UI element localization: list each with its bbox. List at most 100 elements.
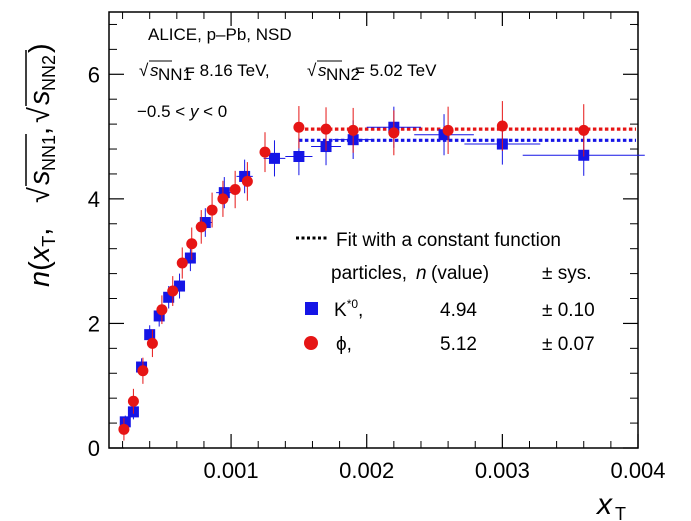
svg-text:√: √: [307, 61, 317, 80]
svg-text:n(xT,: n(xT,: [24, 228, 59, 287]
legend-kstar-value: 4.94: [440, 300, 477, 321]
marker-kstar: [218, 187, 230, 199]
data-point-phi: [229, 170, 241, 209]
marker-kstar: [239, 170, 251, 182]
data-point-kstar: [174, 273, 186, 299]
legend-phi-label: ϕ,: [336, 334, 352, 355]
svg-text:NN1: NN1: [39, 135, 59, 171]
data-point-phi: [217, 180, 229, 217]
legend-kstar-sys: ± 0.10: [542, 300, 595, 321]
marker-phi: [442, 124, 454, 136]
marker-phi: [127, 395, 139, 407]
marker-kstar: [119, 416, 131, 428]
legend-phi-value: 5.12: [440, 334, 477, 355]
legend: Fit with a constant function particles, …: [296, 230, 595, 355]
marker-kstar: [174, 280, 186, 292]
svg-text:√: √: [139, 61, 149, 80]
y-tick-label: 0: [88, 436, 100, 461]
data-point-phi: [347, 107, 359, 153]
marker-phi: [137, 365, 149, 377]
data-point-phi: [118, 418, 130, 441]
data-point-phi: [176, 247, 188, 279]
marker-phi: [167, 285, 179, 297]
legend-fit-label: Fit with a constant function: [336, 230, 561, 251]
data-point-kstar: [236, 159, 253, 194]
data-point-phi: [146, 329, 158, 358]
x-tick-label: 0.004: [610, 458, 665, 483]
svg-text:): ): [24, 43, 56, 53]
marker-phi: [195, 221, 207, 233]
legend-header-value: (value): [431, 263, 489, 284]
data-point-phi: [442, 106, 454, 155]
data-point-phi: [259, 132, 271, 173]
data-point-phi: [578, 104, 590, 157]
data-point-phi: [388, 110, 400, 156]
legend-phi-sys: ± 0.07: [542, 334, 595, 355]
marker-phi: [388, 127, 400, 139]
svg-text:= 5.02 TeV: = 5.02 TeV: [355, 61, 437, 80]
data-point-kstar: [414, 114, 474, 156]
data-point-phi: [167, 276, 179, 306]
x-tick-label: 0.003: [475, 458, 530, 483]
svg-text:s: s: [24, 171, 56, 186]
collision-annotation: ALICE, p–Pb, NSD: [148, 25, 292, 44]
marker-kstar: [184, 252, 196, 264]
x-axis-title: x T: [595, 488, 626, 521]
energy-annotation: √ s NN1 = 8.16 TeV, √ s NN2 = 5.02 TeV: [139, 60, 437, 84]
svg-text:,: ,: [24, 127, 56, 135]
marker-kstar: [144, 329, 156, 341]
marker-phi: [578, 124, 590, 136]
svg-text:s: s: [150, 61, 159, 80]
x-tick-label: 0.001: [204, 458, 259, 483]
marker-phi: [229, 184, 241, 196]
y-tick-label: 2: [88, 311, 100, 336]
marker-phi: [347, 124, 359, 136]
data-point-phi: [156, 295, 168, 325]
marker-phi: [259, 146, 271, 158]
marker-phi: [146, 337, 158, 349]
svg-text:T: T: [615, 504, 626, 521]
marker-kstar: [199, 217, 211, 229]
marker-phi: [176, 257, 188, 269]
legend-phi-marker: [304, 336, 318, 350]
ticks: 0.001 0.002 0.003 0.004 0 2 4 6: [88, 12, 666, 483]
svg-text:= 8.16 TeV,: = 8.16 TeV,: [185, 61, 270, 80]
data-point-phi: [496, 101, 508, 151]
data-point-phi: [127, 388, 139, 414]
svg-text:s: s: [318, 61, 327, 80]
y-tick-label: 4: [88, 187, 100, 212]
marker-phi: [217, 193, 229, 205]
marker-phi: [118, 423, 130, 435]
marker-phi: [206, 204, 218, 216]
data-points: [118, 101, 645, 441]
marker-kstar: [293, 151, 305, 163]
svg-text:√: √: [24, 107, 56, 123]
data-point-phi: [241, 162, 253, 201]
plot-frame: [108, 11, 639, 449]
marker-phi: [293, 121, 305, 133]
data-point-phi: [195, 210, 207, 244]
data-point-phi: [206, 192, 218, 228]
data-point-phi: [137, 357, 149, 384]
data-point-phi: [293, 106, 305, 149]
legend-header-particles: particles,: [331, 263, 407, 284]
marker-phi: [186, 238, 198, 250]
marker-phi: [156, 304, 168, 316]
marker-kstar: [438, 129, 450, 141]
legend-kstar-marker: [305, 302, 318, 315]
marker-kstar: [153, 310, 165, 322]
marker-kstar: [268, 152, 280, 164]
rapidity-annotation: −0.5 < y < 0: [137, 102, 227, 121]
marker-phi: [496, 120, 508, 132]
data-point-kstar: [184, 244, 196, 272]
legend-kstar-label: K*0,: [334, 297, 363, 321]
svg-text:NN2: NN2: [326, 65, 360, 84]
data-point-phi: [320, 107, 332, 151]
svg-text:√: √: [24, 187, 56, 203]
svg-text:−0.5 < y < 0: −0.5 < y < 0: [137, 102, 227, 121]
x-tick-label: 0.002: [339, 458, 394, 483]
svg-text:NN1: NN1: [158, 65, 192, 84]
marker-phi: [320, 123, 332, 135]
data-point-phi: [186, 227, 198, 260]
